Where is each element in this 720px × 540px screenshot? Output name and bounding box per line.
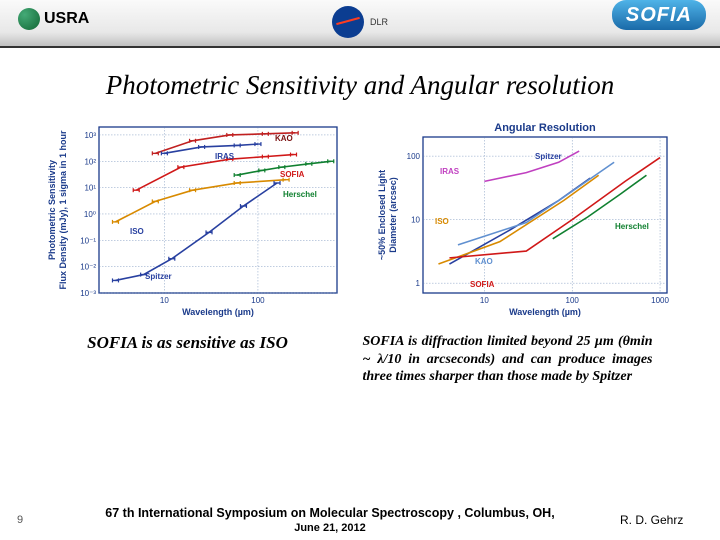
nasa-meatball-icon [332,6,364,38]
svg-text:10: 10 [480,296,489,305]
sofia-logo: SOFIA [612,0,706,30]
svg-text:ISO: ISO [130,227,144,236]
usra-globe-icon [18,8,40,30]
svg-text:Herschel: Herschel [283,190,317,199]
svg-text:10⁰: 10⁰ [84,210,96,219]
svg-text:10⁻³: 10⁻³ [80,289,96,298]
sofia-logo-container: SOFIA [612,4,706,27]
footer-author: R. D. Gehrz [620,513,720,527]
footer-date: June 21, 2012 [294,522,366,534]
svg-text:IRAS: IRAS [440,167,460,176]
svg-text:Wavelength (µm): Wavelength (µm) [182,307,254,317]
svg-text:IRAS: IRAS [215,152,235,161]
svg-text:10¹: 10¹ [84,184,96,193]
svg-text:1000: 1000 [651,296,669,305]
svg-text:KAO: KAO [475,257,493,266]
svg-text:10⁻²: 10⁻² [80,263,96,272]
angular-resolution-chart: 10 100 1000 1 10 100 Wavelength (µm) ~50% Enclo… [375,119,675,319]
svg-text:10²: 10² [84,157,96,166]
svg-text:10: 10 [160,296,169,305]
svg-text:~50% Enclosed Light: ~50% Enclosed Light [377,170,387,260]
caption-left: SOFIA is as sensitive as ISO [68,333,308,386]
svg-text:Herschel: Herschel [615,222,649,231]
svg-text:10³: 10³ [84,131,96,140]
svg-text:SOFIA: SOFIA [470,280,495,289]
page-number: 9 [0,514,40,526]
svg-text:Flux Density (mJy), 1 sigma in: Flux Density (mJy), 1 sigma in 1 hour [58,130,68,290]
svg-text:100: 100 [407,152,421,161]
svg-text:SOFIA: SOFIA [280,170,305,179]
svg-text:Diameter (arcsec): Diameter (arcsec) [388,177,398,253]
footer: 9 67 th International Symposium on Molec… [0,506,720,534]
svg-text:100: 100 [251,296,265,305]
page-title: Photometric Sensitivity and Angular reso… [0,70,720,101]
charts-row: 10 100 10⁻³ 10⁻² 10⁻¹ 10⁰ 10¹ 10² 10³ Wavelength … [0,119,720,319]
center-logos: DLR [332,6,388,38]
svg-text:Photometric Sensitivity: Photometric Sensitivity [47,160,57,260]
sensitivity-chart: 10 100 10⁻³ 10⁻² 10⁻¹ 10⁰ 10¹ 10² 10³ Wavelength … [45,119,345,319]
svg-text:KAO: KAO [275,134,293,143]
header-bar: USRA DLR SOFIA [0,0,720,48]
svg-text:ISO: ISO [435,217,449,226]
captions-row: SOFIA is as sensitive as ISO SOFIA is di… [0,333,720,386]
svg-text:1: 1 [416,279,421,288]
svg-text:Wavelength (µm): Wavelength (µm) [509,307,581,317]
footer-text: 67 th International Symposium on Molecul… [105,506,554,520]
footer-center: 67 th International Symposium on Molecul… [40,506,620,534]
svg-text:10: 10 [411,216,420,225]
caption-right: SOFIA is diffraction limited beyond 25 µ… [363,333,653,386]
svg-text:100: 100 [566,296,580,305]
dlr-text: DLR [370,17,388,27]
usra-text: USRA [44,10,89,28]
svg-text:Spitzer: Spitzer [535,152,562,161]
svg-text:Spitzer: Spitzer [145,272,172,281]
svg-text:Angular Resolution: Angular Resolution [494,122,596,134]
usra-logo: USRA [18,8,89,30]
svg-text:10⁻¹: 10⁻¹ [80,236,96,245]
